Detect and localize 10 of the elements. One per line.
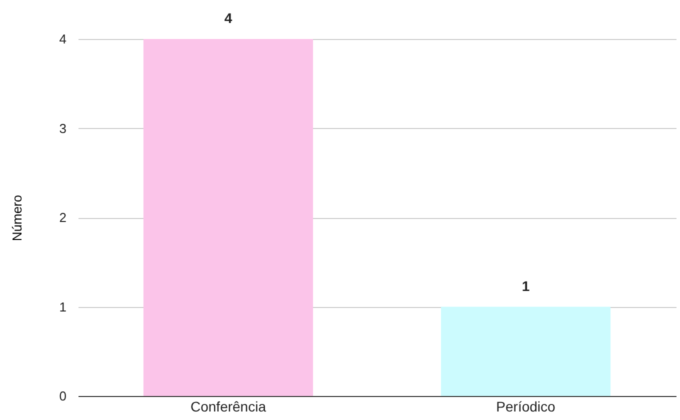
data-label: 1 bbox=[522, 278, 530, 294]
y-tick-label: 4 bbox=[59, 32, 66, 46]
x-tick-label: Conferência bbox=[190, 398, 266, 414]
y-tick-label: 2 bbox=[59, 210, 66, 225]
y-axis-title: Número bbox=[9, 194, 24, 242]
y-tick-label: 1 bbox=[59, 299, 66, 314]
x-tick-label: Períodico bbox=[496, 398, 556, 414]
y-tick-label: 0 bbox=[59, 388, 66, 404]
data-label: 4 bbox=[224, 10, 232, 26]
y-tick-label: 3 bbox=[59, 120, 66, 136]
